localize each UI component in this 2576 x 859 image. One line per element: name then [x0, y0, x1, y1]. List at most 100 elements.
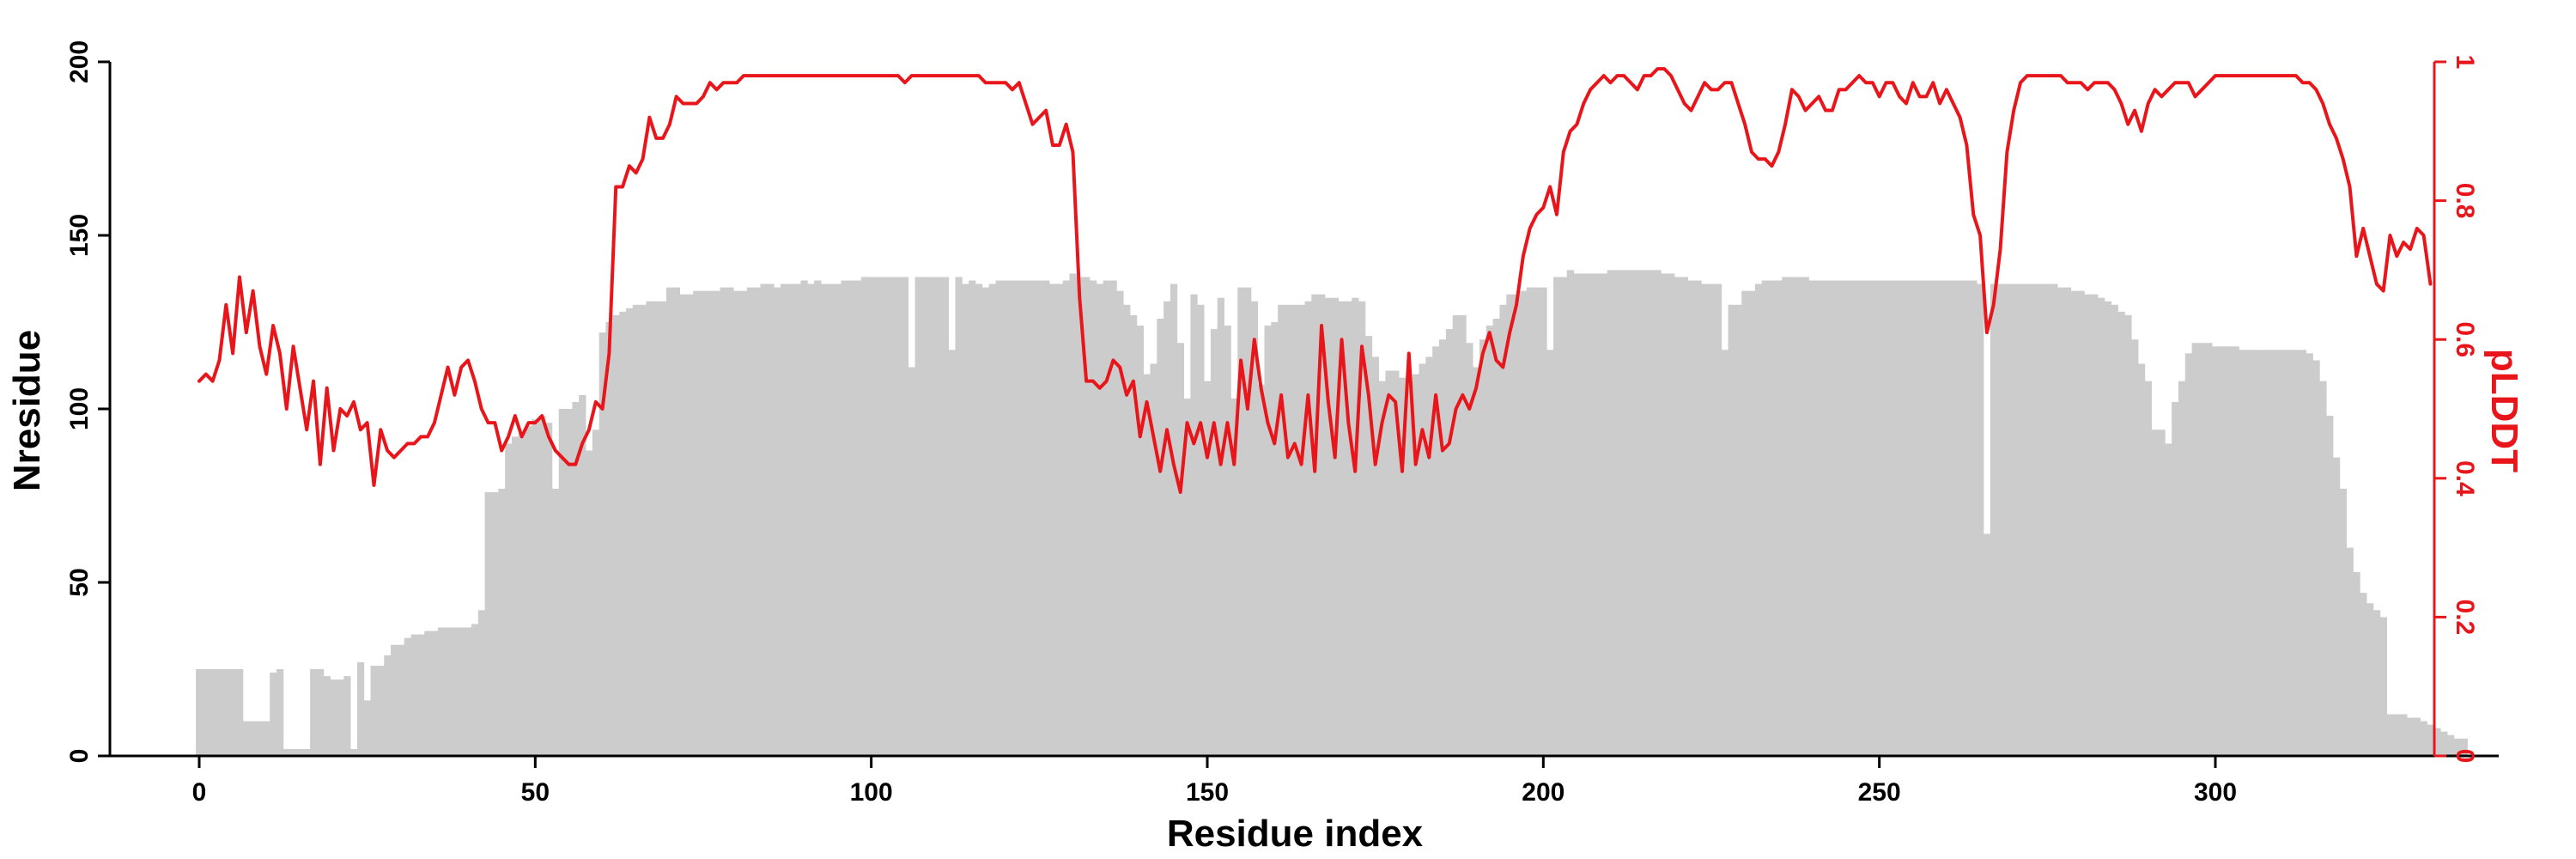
- bar: [310, 669, 318, 756]
- bar: [2252, 350, 2260, 756]
- bar: [2050, 283, 2058, 756]
- bar: [2037, 283, 2044, 756]
- bar: [1459, 314, 1467, 756]
- bar: [1055, 283, 1064, 756]
- bar: [1297, 304, 1305, 756]
- bar: [1432, 346, 1440, 756]
- bar: [424, 631, 432, 756]
- bar: [653, 301, 660, 756]
- bar: [1029, 280, 1036, 756]
- bar: [1002, 280, 1010, 756]
- bar: [598, 332, 606, 756]
- bar: [525, 426, 532, 756]
- bar: [1204, 381, 1212, 756]
- bar: [746, 287, 755, 757]
- bar: [800, 280, 808, 756]
- bar: [2453, 738, 2462, 756]
- bar: [1701, 283, 1709, 756]
- bar: [1627, 270, 1635, 756]
- bar: [2239, 350, 2246, 756]
- bar: [1096, 283, 1104, 756]
- bar: [686, 294, 694, 756]
- bar: [1452, 314, 1460, 756]
- bar: [316, 669, 325, 756]
- bar: [1278, 304, 1285, 756]
- bar: [1748, 290, 1756, 756]
- bar: [1808, 280, 1816, 756]
- bar: [1163, 301, 1171, 756]
- bar: [720, 287, 727, 757]
- bar: [1909, 280, 1917, 756]
- bar: [1324, 297, 1333, 757]
- bar: [2393, 714, 2401, 756]
- bar: [1506, 294, 1514, 756]
- bar: [659, 301, 667, 756]
- bar: [2218, 346, 2227, 756]
- bar: [1647, 270, 1655, 756]
- bar: [377, 665, 385, 756]
- bar: [1970, 280, 1978, 756]
- bar: [787, 283, 795, 756]
- bar: [465, 627, 472, 756]
- bar: [1587, 273, 1595, 756]
- bar: [1600, 273, 1608, 756]
- bar: [1566, 270, 1574, 756]
- bar: [854, 280, 862, 756]
- bar: [1123, 304, 1131, 756]
- bar: [2293, 350, 2300, 756]
- bar: [1761, 280, 1769, 756]
- plddt-line: [197, 67, 2433, 494]
- bar: [2346, 547, 2354, 756]
- bar: [222, 669, 230, 756]
- bar: [2407, 717, 2415, 756]
- bar: [484, 491, 492, 756]
- bar: [962, 283, 969, 756]
- bar: [1157, 318, 1164, 756]
- bar: [2098, 297, 2105, 757]
- bar: [820, 283, 829, 756]
- bar: [404, 637, 411, 756]
- bar: [579, 394, 586, 756]
- bar: [632, 304, 641, 756]
- x-tick-label: 300: [2194, 778, 2237, 807]
- bar: [646, 301, 653, 756]
- bar: [2339, 488, 2348, 756]
- bar: [2151, 430, 2159, 756]
- bar: [1828, 280, 1837, 756]
- bar: [1849, 280, 1856, 756]
- bar: [2427, 724, 2434, 756]
- bar: [860, 277, 869, 757]
- bar: [249, 721, 257, 756]
- bar: [384, 655, 392, 756]
- bar: [2057, 287, 2065, 757]
- bar: [323, 676, 331, 756]
- bar: [1230, 398, 1238, 756]
- bar: [2232, 346, 2239, 756]
- bar: [1782, 277, 1789, 757]
- bar: [2386, 714, 2394, 756]
- bar: [1936, 280, 1944, 756]
- bar: [1217, 297, 1224, 757]
- bar: [518, 433, 526, 756]
- bar: [935, 277, 943, 757]
- bar: [1875, 280, 1883, 756]
- bar: [1594, 273, 1601, 756]
- bar: [1116, 290, 1124, 756]
- y-tick-label-right: 0: [2451, 749, 2479, 764]
- bar: [2010, 283, 2018, 756]
- bar: [760, 283, 768, 756]
- bar: [356, 661, 365, 756]
- bar: [532, 419, 539, 756]
- bar: [296, 748, 304, 756]
- bar: [2077, 290, 2085, 756]
- bar: [303, 748, 311, 756]
- bar: [1445, 329, 1454, 756]
- bar: [1640, 270, 1649, 756]
- bar: [1768, 280, 1776, 756]
- bar: [1633, 270, 1642, 756]
- bar: [921, 277, 929, 757]
- bar: [1714, 283, 1722, 756]
- bar: [1049, 283, 1057, 756]
- bar: [391, 644, 398, 756]
